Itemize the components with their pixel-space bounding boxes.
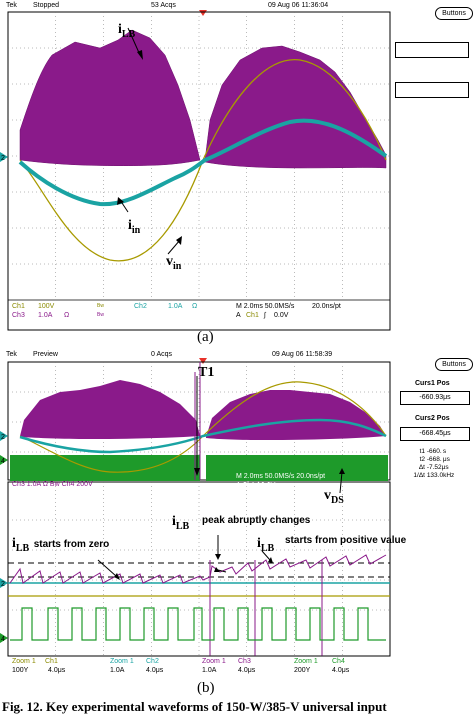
figure-caption: Fig. 12. Key experimental waveforms of 1… <box>2 699 387 714</box>
curs1-title: Curs1 Pos <box>415 380 450 387</box>
status-label-b: Preview <box>33 351 58 358</box>
svg-text:4: 4 <box>1 636 5 643</box>
buttons-button[interactable]: Buttons <box>435 7 473 20</box>
curs2-title: Curs2 Pos <box>415 415 450 422</box>
svg-text:2: 2 <box>1 581 5 588</box>
vin-label: vin <box>166 254 182 272</box>
vds-label: vDS <box>324 488 344 506</box>
ilb-annotation-peak: iLB <box>172 514 190 533</box>
inner-footer-b: Ch3 1.0A Ω Bw Ch4 200V M 2.0ms 50.0MS/s … <box>12 473 326 489</box>
scope-display-a: 2 <box>0 10 391 331</box>
curs2-value-box[interactable]: -668.45μs <box>400 427 470 441</box>
svg-text:2: 2 <box>1 434 5 441</box>
curs1-value-box[interactable]: -660.93μs <box>400 391 470 405</box>
ilb-annotation-zero: iLB starts from zero <box>12 536 110 555</box>
ilb-annotation-positive: iLB <box>257 536 275 555</box>
caption-a: (a) <box>197 329 214 345</box>
brand-label-b: Tek <box>6 351 17 358</box>
positive-annotation-text: starts from positive value <box>285 535 407 546</box>
acqs-label: 53 Acqs <box>151 2 176 9</box>
brand-label: Tek <box>6 2 17 9</box>
readout-box-2 <box>395 82 469 98</box>
ch2-marker-a: 2 <box>1 155 5 162</box>
iin-label: iin <box>128 218 141 236</box>
cursor-stats: t1 -660. s t2 -668. μs Δt -7.52μs 1/Δt 1… <box>413 448 455 479</box>
iin-waveform <box>18 118 388 207</box>
timestamp-label: 09 Aug 06 11:36:04 <box>268 2 329 9</box>
t1-label: T1 <box>198 365 215 380</box>
readout-box-1 <box>395 42 469 58</box>
caption-b: (b) <box>197 680 215 696</box>
peak-annotation-text: peak abruptly changes <box>202 515 311 526</box>
buttons-button-b[interactable]: Buttons <box>435 358 473 371</box>
svg-text:4: 4 <box>1 458 5 465</box>
ilb-label-a: iLB <box>118 22 136 40</box>
acqs-label-b: 0 Acqs <box>151 351 173 358</box>
footer-a: Ch1 100V Bw Ch2 1.0A Ω M 2.0ms 50.0MS/s … <box>12 303 341 319</box>
ilb-envelope-waveform <box>19 29 201 166</box>
timestamp-label-b: 09 Aug 06 11:58:39 <box>272 351 333 358</box>
status-label: Stopped <box>33 2 60 9</box>
zoom-footer: Zoom 1 Ch1 100Y 4.0μs Zoom 1 Ch2 1.0A 4.… <box>12 658 350 674</box>
